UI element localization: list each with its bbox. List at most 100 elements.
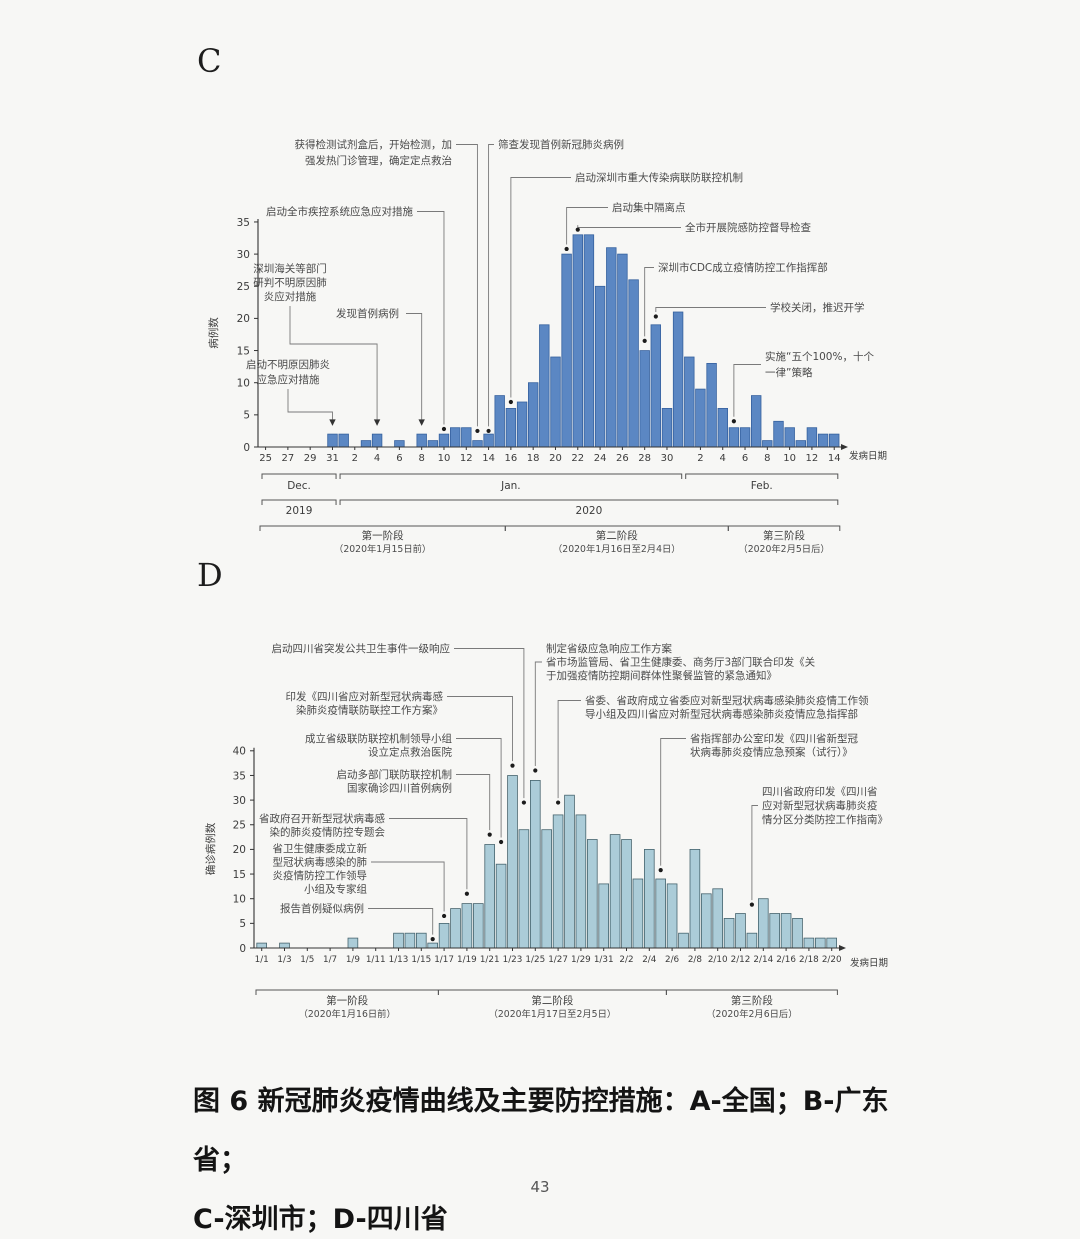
bar-2/20 (826, 937, 837, 949)
annotation-connector (557, 700, 581, 799)
annotation-connector (287, 389, 333, 420)
annotation-text: 省委、省政府成立省委应对新型冠状病毒感染肺炎疫情工作领 (585, 694, 869, 707)
y-tick-label: 20 (237, 313, 250, 325)
bar-1/15 (494, 395, 505, 448)
x-tick-label: 2/16 (776, 955, 796, 965)
bar-1/14 (404, 932, 416, 949)
bracket-row: 2019 2020 (261, 499, 839, 517)
panel-d-label: D (197, 556, 223, 594)
bar-2/15 (769, 913, 780, 949)
bar-12/31 (327, 433, 338, 448)
annotation-text: 启动全市疾控系统应急应对措施 (266, 205, 413, 218)
bracket-row: 第一阶段（2020年1月16日前） 第二阶段（2020年1月17日至2月5日） 第三… (255, 989, 838, 1020)
bar-1/25 (530, 780, 541, 949)
annotation-dot (564, 246, 569, 252)
x-ticks-group: 1/1 1/3 1/5 1/7 1/9 1/11 1/13 1/15 1/17 1/19 1/21 1… (255, 948, 842, 965)
bar-2/19 (815, 937, 826, 949)
bar-2/18 (803, 937, 815, 949)
bar-1/16 (427, 942, 438, 949)
bar-2/11 (723, 918, 735, 949)
bracket-row: Dec. Jan. Feb. (261, 473, 839, 492)
y-tick-label: 25 (233, 820, 246, 832)
annotation: 发现首例病例 (336, 307, 425, 426)
annotation-connector (534, 661, 542, 767)
annotation-text: 筛查发现首例新冠肺炎病例 (498, 138, 624, 151)
bar-1/27 (552, 814, 564, 949)
annotation-connector (368, 908, 434, 935)
annotation-text: 省指挥部办公室印发《四川省新型冠 (690, 732, 858, 745)
x-tick-label: 20 (549, 453, 562, 464)
x-tick-label: 2/10 (708, 955, 728, 965)
annotation-text: 制定省级应急响应工作方案 (546, 642, 672, 655)
caption-line-2: C-深圳市；D-四川省 (193, 1204, 448, 1235)
y-tick-label: 35 (237, 217, 250, 229)
annotation-connector (389, 818, 468, 890)
bar-1/14 (483, 433, 494, 448)
y-tick-label: 30 (237, 249, 250, 261)
y-ticks-group: 0 5 10 15 20 25 30 35 (237, 217, 258, 454)
x-tick-label: 12 (806, 453, 819, 464)
annotation-text: 染肺炎疫情联防联控工作方案》 (296, 704, 443, 717)
y-ticks-group: 0 5 10 15 20 25 30 35 40 (233, 746, 254, 955)
chart-c: 0 5 10 15 20 25 30 35 25 27 29 31 2 4 6 8 10 12 14 16 18 20 22… (190, 130, 890, 560)
annotation-connector (577, 225, 681, 228)
bar-1/19 (539, 324, 550, 448)
annotation-connector (655, 307, 766, 312)
x-tick-label: 1/19 (457, 955, 477, 965)
bar-2/11 (795, 440, 807, 448)
annotation-connector (488, 144, 494, 427)
annotation-dot (642, 338, 647, 344)
bracket-label: Dec. (287, 480, 311, 492)
bar-1/10 (438, 433, 450, 448)
x-axis-title: 发病日期 (850, 957, 888, 969)
bar-2/1 (684, 356, 695, 448)
annotation: 启动深圳市重大传染病联防联控机制 (508, 171, 743, 405)
annotation: 启动四川省突发公共卫生事件一级响应 (272, 642, 527, 805)
bracket-label: Feb. (751, 480, 773, 492)
bracket-line (261, 473, 337, 479)
y-tick-label: 40 (233, 746, 246, 758)
y-tick-label: 5 (243, 410, 250, 422)
annotation-connector (371, 861, 445, 912)
annotation-dot (486, 428, 491, 434)
annotation-connector (566, 207, 608, 245)
bar-2/1 (609, 834, 621, 949)
annotation: 学校关闭，推迟开学 (653, 301, 865, 319)
annotation-dot (510, 763, 515, 768)
annotation-dot (556, 800, 561, 805)
annotation-text: 应对新型冠状病毒肺炎疫 (762, 799, 878, 812)
annotation-text: 状病毒肺炎疫情应急预案（试行）》 (690, 746, 853, 759)
bar-2/12 (806, 427, 818, 448)
x-tick-label: 24 (594, 453, 607, 464)
bracket-line (727, 525, 841, 531)
x-tick-label: 8 (764, 453, 770, 464)
y-tick-label: 5 (239, 918, 246, 930)
bar-1/18 (528, 382, 539, 448)
annotation-connector (456, 738, 502, 838)
bar-1/8 (416, 433, 427, 448)
bracket-label: 第一阶段 (362, 529, 404, 542)
x-tick-label: 1/17 (434, 955, 454, 965)
annotation-dot (464, 891, 469, 896)
bars-group (256, 775, 837, 949)
bar-1/30 (661, 407, 673, 448)
x-tick-label: 2/12 (731, 955, 751, 965)
annotation-connector (406, 313, 423, 420)
annotation-text: 设立定点救治医院 (368, 746, 452, 759)
bracket-label: 第二阶段 (531, 994, 573, 1007)
annotation-text: 实施“五个100%，十个 (765, 350, 874, 363)
annotation-connector (447, 696, 513, 762)
annotation: 启动全市疾控系统应急应对措施 (266, 205, 447, 432)
annotation-dot (575, 227, 580, 232)
bar-1/9 (347, 937, 359, 949)
annotation-connector (456, 144, 478, 427)
annotation-text: 深圳海关等部门 (253, 262, 327, 275)
x-tick-label: 14 (828, 453, 841, 464)
bar-1/25 (606, 247, 617, 448)
bar-2/6 (666, 883, 678, 949)
annotation-text: 型冠状病毒感染的肺 (273, 856, 368, 869)
x-tick-label: 1/5 (300, 955, 314, 965)
